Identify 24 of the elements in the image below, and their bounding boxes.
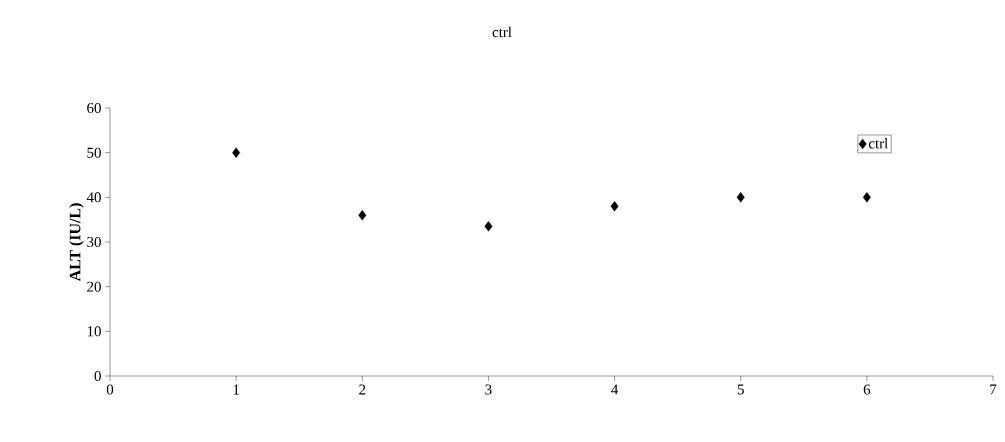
x-tick-label: 2 bbox=[359, 384, 366, 395]
point bbox=[358, 210, 367, 221]
point bbox=[232, 147, 241, 158]
x-tick-label: 0 bbox=[106, 384, 114, 395]
x-tick-label: 4 bbox=[611, 384, 619, 395]
legend-label: ctrl bbox=[868, 138, 888, 149]
x-tick-label: 7 bbox=[990, 384, 997, 395]
point bbox=[484, 221, 493, 232]
y-tick-label: 40 bbox=[86, 192, 101, 203]
point bbox=[610, 201, 619, 212]
x-tick-label: 3 bbox=[485, 384, 492, 395]
y-tick-label: 30 bbox=[87, 236, 101, 248]
x-tick-label: 6 bbox=[863, 384, 871, 395]
y-tick-label: 0 bbox=[94, 370, 101, 382]
point bbox=[862, 192, 871, 203]
y-tick-label: 50 bbox=[87, 147, 101, 158]
y-axis-title: ALT (IU/L) bbox=[69, 203, 84, 282]
y-tick-label: 60 bbox=[87, 102, 101, 114]
y-tick-label: 10 bbox=[87, 326, 101, 337]
x-tick-label: 1 bbox=[233, 384, 239, 395]
x-tick-label: 5 bbox=[737, 384, 744, 395]
y-tick-label: 20 bbox=[87, 281, 101, 292]
point bbox=[736, 192, 745, 203]
chart-title: ctrl bbox=[492, 26, 512, 38]
